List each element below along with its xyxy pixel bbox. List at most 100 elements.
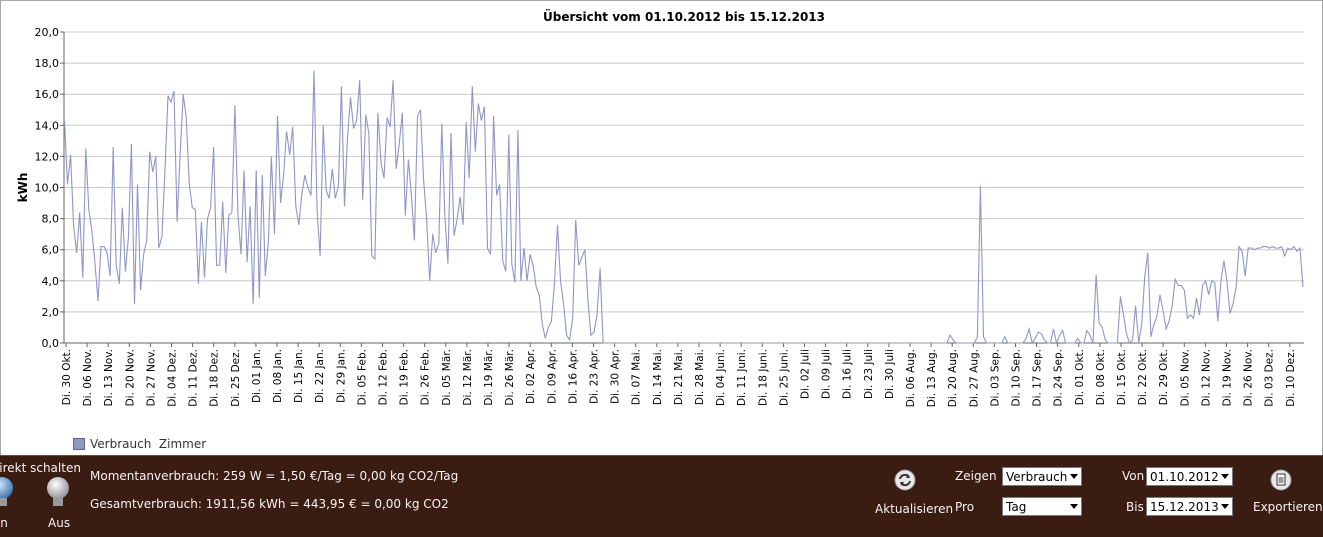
x-tick-label: Di. 26 Nov.: [1243, 349, 1255, 406]
x-tick-label: Di. 24 Sep.: [1053, 349, 1065, 407]
y-tick-label: 4,0: [42, 275, 60, 288]
x-tick-label: Di. 26 Mär.: [504, 349, 516, 406]
to-date-picker[interactable]: 15.12.2013: [1146, 497, 1233, 516]
y-tick-label: 16,0: [35, 88, 60, 101]
from-date-value: 01.10.2012: [1150, 470, 1219, 484]
x-tick-label: Di. 09 Apr.: [546, 349, 558, 404]
from-date-picker[interactable]: 01.10.2012: [1146, 467, 1233, 486]
x-tick-label: Di. 16 Apr.: [567, 349, 579, 404]
x-tick-label: Di. 02 Apr.: [525, 349, 537, 404]
consumption-chart: Übersicht vom 01.10.2012 bis 15.12.2013 k…: [16, 9, 1304, 407]
show-select-value: Verbrauch: [1006, 470, 1068, 484]
show-select[interactable]: Verbrauch: [1002, 467, 1082, 486]
bulb-on-icon[interactable]: [0, 476, 15, 510]
x-tick-label: Di. 15 Jan.: [293, 349, 305, 403]
x-tick-label: Di. 30 Apr.: [610, 349, 622, 404]
x-tick-label: Di. 29 Okt.: [1158, 349, 1170, 405]
x-tick-label: Di. 23 Juli: [863, 349, 875, 399]
x-tick-label: Di. 08 Okt.: [1095, 349, 1107, 405]
y-axis-label: kWh: [16, 173, 30, 203]
x-tick-label: Di. 05 Nov.: [1179, 349, 1191, 406]
x-tick-label: Di. 01 Okt.: [1074, 349, 1086, 405]
x-tick-label: Di. 06 Nov.: [82, 349, 94, 406]
per-label: Pro: [955, 500, 975, 514]
x-tick-label: Di. 06 Aug.: [905, 349, 917, 407]
x-tick-label: Di. 18 Juni.: [757, 349, 769, 406]
x-tick-label: Di. 03 Dez.: [1264, 349, 1276, 407]
x-tick-label: Di. 13 Nov.: [103, 349, 115, 406]
export-icon[interactable]: [1270, 469, 1292, 491]
legend-label: Verbrauch Zimmer: [90, 437, 207, 451]
x-tick-label: Di. 15 Okt.: [1116, 349, 1128, 405]
x-tick-label: Di. 08 Jan.: [272, 349, 284, 403]
x-tick-label: Di. 11 Dez.: [188, 349, 200, 407]
series-line-0: [63, 70, 1304, 345]
x-tick-label: Di. 12 Nov.: [1200, 349, 1212, 406]
x-tick-label: Di. 12 Feb.: [378, 349, 390, 405]
per-select[interactable]: Tag: [1002, 497, 1082, 516]
x-tick-label: Di. 20 Nov.: [124, 349, 136, 406]
current-consumption: Momentanverbrauch: 259 W = 1,50 €/Tag = …: [90, 469, 459, 483]
x-tick-label: Di. 27 Aug.: [968, 349, 980, 407]
chart-legend: Verbrauch Zimmer: [73, 437, 206, 451]
x-tick-label: Di. 22 Jan.: [314, 349, 326, 403]
x-tick-label: Di. 10 Sep.: [1011, 349, 1023, 407]
chevron-down-icon: [1070, 504, 1078, 509]
x-tick-label: Di. 03 Sep.: [989, 349, 1001, 407]
off-label: Aus: [48, 516, 71, 530]
x-tick-label: Di. 17 Sep.: [1032, 349, 1044, 407]
x-tick-label: Di. 13 Aug.: [926, 349, 938, 407]
y-tick-label: 20,0: [35, 26, 60, 39]
chevron-down-icon: [1070, 474, 1078, 479]
x-tick-label: Di. 29 Jan.: [335, 349, 347, 403]
x-tick-label: Di. 18 Dez.: [209, 349, 221, 407]
control-toolbar: Direkt schalten An Aus Momentanverbrauch…: [0, 455, 1323, 537]
x-tick-label: Di. 19 Mär.: [483, 349, 495, 406]
y-tick-label: 14,0: [35, 119, 60, 132]
x-tick-label: Di. 12 Mär.: [462, 349, 474, 406]
x-tick-label: Di. 11 Juni.: [736, 349, 748, 406]
from-label: Von: [1122, 469, 1145, 483]
x-tick-label: Di. 20 Aug.: [947, 349, 959, 407]
show-label: Zeigen: [955, 469, 997, 483]
x-tick-label: Di. 26 Feb.: [420, 349, 432, 405]
x-tick-label: Di. 25 Dez.: [230, 349, 242, 407]
x-tick-label: Di. 16 Juli: [842, 349, 854, 399]
x-tick-label: Di. 09 Juli: [821, 349, 833, 399]
x-tick-label: Di. 23 Apr.: [589, 349, 601, 404]
chevron-down-icon: [1221, 474, 1229, 479]
x-tick-label: Di. 01 Jan.: [251, 349, 263, 403]
total-consumption: Gesamtverbrauch: 1911,56 kWh = 443,95 € …: [90, 497, 449, 511]
x-tick-label: Di. 04 Dez.: [167, 349, 179, 407]
y-tick-label: 6,0: [42, 244, 60, 257]
refresh-icon[interactable]: [894, 469, 916, 491]
x-tick-label: Di. 28 Mai.: [694, 349, 706, 405]
x-tick-label: Di. 04 Juni.: [715, 349, 727, 406]
on-label: An: [0, 516, 8, 530]
x-tick-label: Di. 14 Mai.: [652, 349, 664, 405]
legend-swatch: [73, 438, 85, 450]
direct-switch-label: Direkt schalten: [0, 461, 81, 475]
bulb-off-icon[interactable]: [45, 476, 71, 510]
x-tick-label: Di. 05 Mär.: [441, 349, 453, 406]
x-tick-label: Di. 07 Mai.: [631, 349, 643, 405]
x-tick-label: Di. 02 Juli: [800, 349, 812, 399]
x-tick-label: Di. 27 Nov.: [145, 349, 157, 406]
x-tick-label: Di. 30 Juli: [884, 349, 896, 399]
y-tick-label: 12,0: [35, 150, 60, 163]
export-label[interactable]: Exportieren: [1253, 500, 1323, 514]
to-date-value: 15.12.2013: [1150, 500, 1219, 514]
refresh-label[interactable]: Aktualisieren: [875, 502, 954, 516]
x-tick-label: Di. 22 Okt.: [1137, 349, 1149, 405]
per-select-value: Tag: [1006, 500, 1027, 514]
chevron-down-icon: [1221, 504, 1229, 509]
x-tick-label: Di. 19 Nov.: [1222, 349, 1234, 406]
to-label: Bis: [1126, 500, 1144, 514]
y-tick-label: 18,0: [35, 57, 60, 70]
y-tick-label: 10,0: [35, 182, 60, 195]
x-tick-label: Di. 10 Dez.: [1285, 349, 1297, 407]
chart-panel: Übersicht vom 01.10.2012 bis 15.12.2013 k…: [0, 0, 1323, 456]
x-tick-label: Di. 30 Okt.: [61, 349, 73, 405]
y-tick-label: 0,0: [42, 337, 60, 350]
x-tick-label: Di. 21 Mai.: [673, 349, 685, 405]
